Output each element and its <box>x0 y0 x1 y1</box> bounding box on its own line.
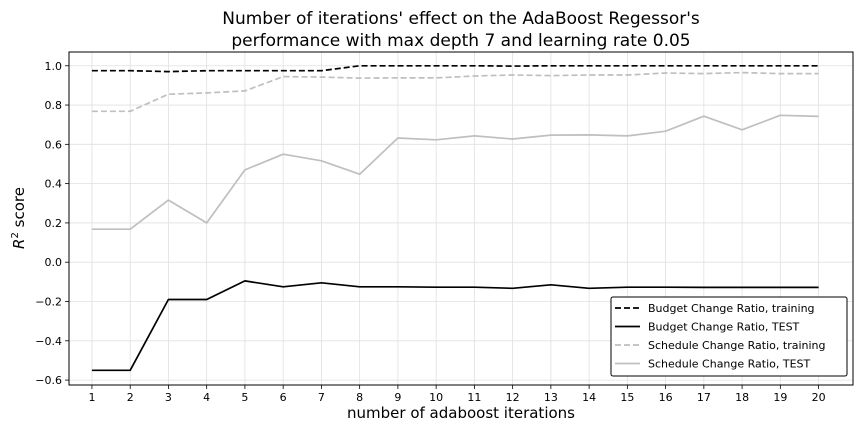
y-tick-label: 0.8 <box>45 99 63 112</box>
y-axis-label-base: R <box>10 239 28 249</box>
y-tick-label: −0.6 <box>35 374 62 387</box>
legend-items: Budget Change Ratio, training Budget Chan… <box>615 302 826 371</box>
y-axis-ticks: −0.6 −0.4 −0.2 0.0 0.2 0.4 0.6 0.8 1.0 <box>35 60 69 387</box>
y-tick-label: 1.0 <box>45 60 63 73</box>
x-tick-label: 1 <box>88 391 95 404</box>
x-axis-ticks: 1 2 3 4 5 6 7 8 9 10 11 12 13 14 15 16 17 18 19 20 <box>88 385 826 404</box>
x-tick-label: 8 <box>356 391 363 404</box>
x-tick-label: 18 <box>735 391 749 404</box>
x-axis-label: number of adaboost iterations <box>347 404 575 422</box>
x-tick-label: 17 <box>697 391 711 404</box>
legend: Budget Change Ratio, training Budget Chan… <box>610 296 848 377</box>
legend-label-1: Budget Change Ratio, training <box>648 302 815 315</box>
y-axis-label-superscript: 2 <box>10 232 21 238</box>
legend-label-4: Schedule Change Ratio, TEST <box>648 358 811 371</box>
x-tick-label: 11 <box>467 391 481 404</box>
y-tick-label: 0.6 <box>45 138 63 151</box>
series-lines <box>91 64 819 372</box>
x-tick-label: 19 <box>773 391 787 404</box>
y-tick-label: 0.0 <box>45 256 63 269</box>
x-tick-label: 12 <box>506 391 520 404</box>
x-tick-label: 3 <box>165 391 172 404</box>
legend-box <box>610 296 848 377</box>
x-tick-label: 5 <box>241 391 248 404</box>
chart-title-line-1: Number of iterations' effect on the AdaB… <box>222 9 700 29</box>
x-tick-label: 7 <box>318 391 325 404</box>
x-tick-label: 2 <box>127 391 134 404</box>
y-tick-label: 0.2 <box>45 217 63 230</box>
y-axis-label-rest: score <box>10 187 28 232</box>
x-tick-label: 20 <box>812 391 826 404</box>
y-tick-label: −0.2 <box>35 296 62 309</box>
series-line-3 <box>91 71 819 113</box>
x-tick-label: 16 <box>659 391 673 404</box>
x-tick-label: 14 <box>582 391 596 404</box>
x-tick-label: 6 <box>280 391 287 404</box>
y-axis-label: R2 score <box>10 187 28 249</box>
y-tick-label: 0.4 <box>45 178 63 191</box>
chart-title-line-2: performance with max depth 7 and learnin… <box>231 31 690 51</box>
x-tick-label: 9 <box>394 391 401 404</box>
x-tick-label: 13 <box>544 391 558 404</box>
x-tick-label: 15 <box>620 391 634 404</box>
series-line-2 <box>91 280 819 372</box>
x-tick-label: 4 <box>203 391 210 404</box>
legend-label-3: Schedule Change Ratio, training <box>648 339 826 352</box>
x-tick-label: 10 <box>429 391 443 404</box>
series-line-1 <box>91 64 819 73</box>
legend-label-2: Budget Change Ratio, TEST <box>648 321 800 334</box>
series-line-4 <box>91 114 819 231</box>
plot-area-frame <box>68 51 854 386</box>
y-tick-label: −0.4 <box>35 335 62 348</box>
